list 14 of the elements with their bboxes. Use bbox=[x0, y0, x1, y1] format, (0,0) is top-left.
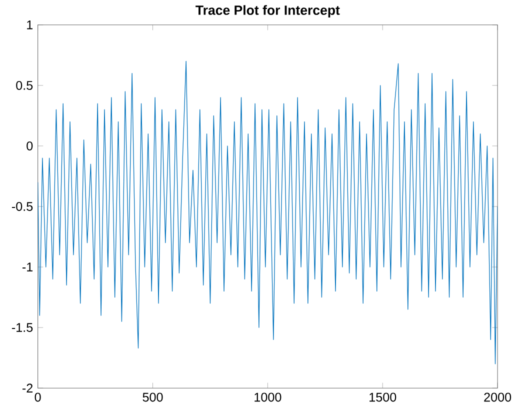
x-tick-label: 1000 bbox=[254, 392, 282, 402]
x-tick-label: 0 bbox=[34, 392, 41, 402]
chart-title: Trace Plot for Intercept bbox=[196, 5, 340, 18]
y-tick-label: -1.5 bbox=[12, 323, 33, 332]
x-tick-label: 500 bbox=[142, 392, 163, 402]
y-tick-label: -0.5 bbox=[12, 202, 33, 211]
x-tick-label: 1500 bbox=[370, 392, 396, 402]
y-tick-label: 0 bbox=[26, 141, 33, 150]
y-tick-label: 1 bbox=[27, 20, 33, 30]
x-tick-label: 2000 bbox=[484, 392, 512, 402]
y-tick-label: -2 bbox=[22, 384, 33, 392]
y-tick-label: 0.5 bbox=[16, 80, 33, 90]
line-series bbox=[38, 60, 498, 364]
y-tick-label: -1 bbox=[22, 262, 33, 272]
